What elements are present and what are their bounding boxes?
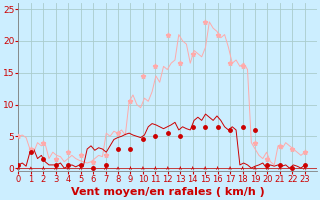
X-axis label: Vent moyen/en rafales ( km/h ): Vent moyen/en rafales ( km/h )	[71, 187, 265, 197]
